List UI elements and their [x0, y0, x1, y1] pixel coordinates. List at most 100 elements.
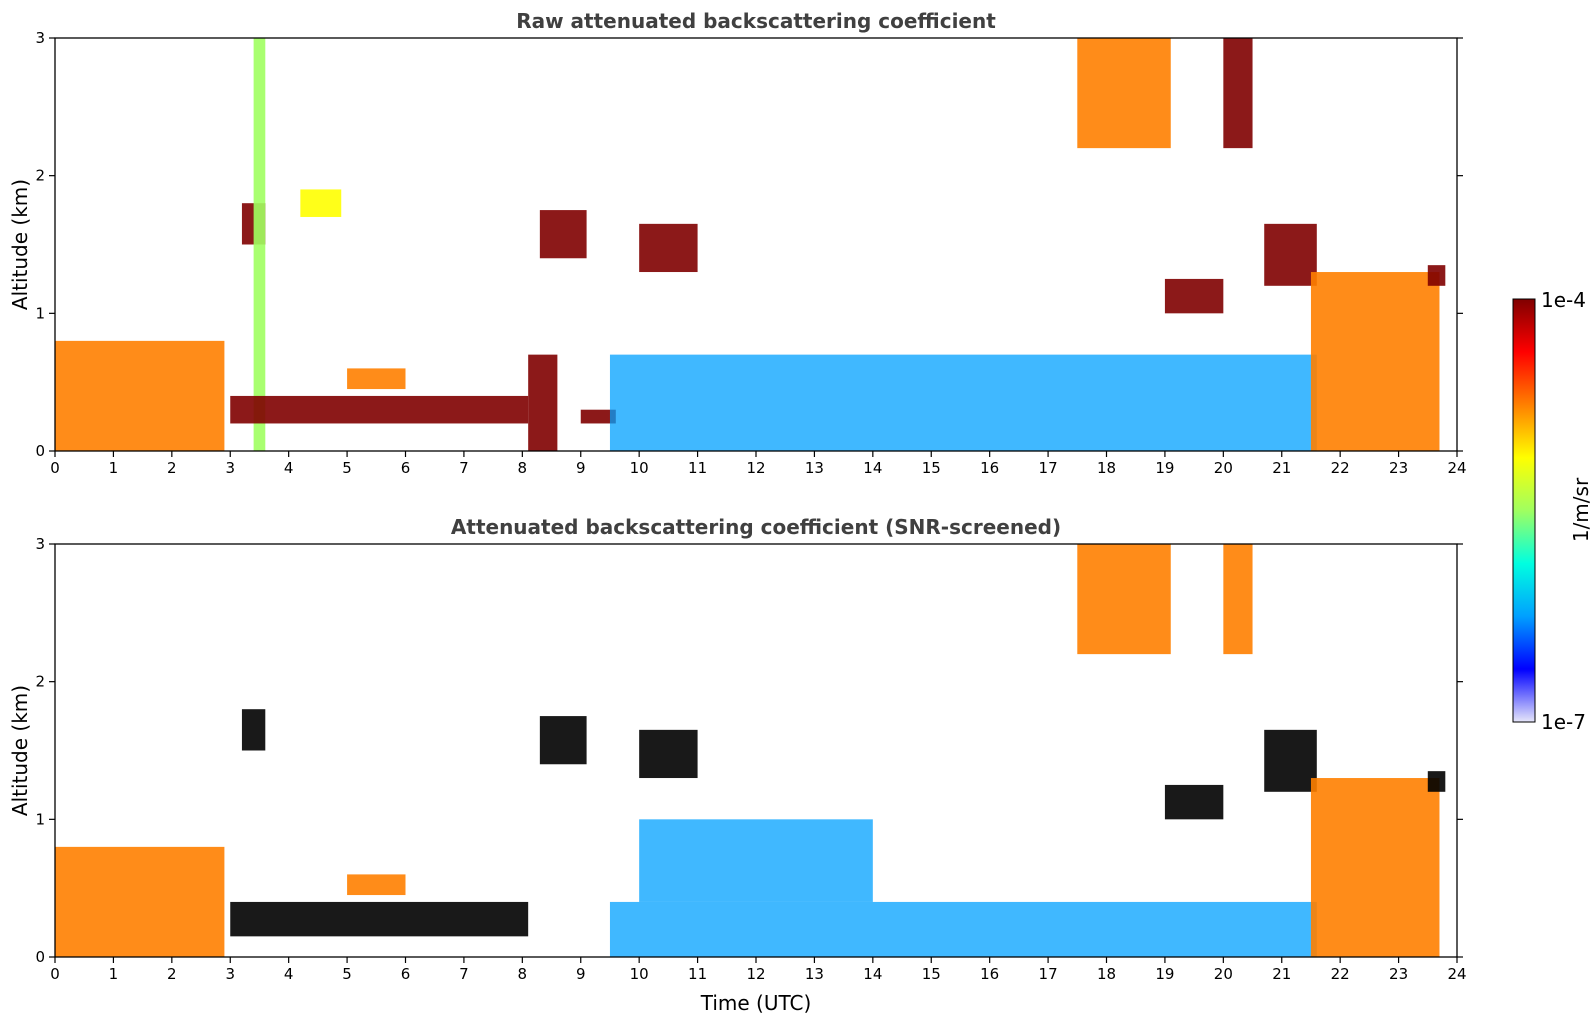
x-tick-label: 3	[225, 965, 235, 983]
heat-feature-0-2	[253, 38, 266, 451]
x-tick-label: 19	[1155, 459, 1174, 477]
y-tick-label: 0	[35, 442, 45, 460]
heat-feature-0-6	[528, 354, 558, 451]
heat-feature-1-8	[1077, 544, 1171, 655]
heat-feature-1-3	[347, 874, 406, 896]
heat-feature-0-0	[55, 340, 225, 451]
x-tick-label: 15	[922, 459, 941, 477]
x-tick-label: 24	[1447, 965, 1466, 983]
heat-feature-0-15	[1310, 272, 1440, 451]
x-tick-label: 9	[576, 965, 586, 983]
heat-feature-1-10	[1164, 784, 1224, 820]
x-tick-label: 10	[630, 965, 649, 983]
x-tick-label: 20	[1214, 459, 1233, 477]
heat-feature-0-10	[609, 354, 1317, 451]
x-tick-label: 1	[109, 965, 119, 983]
x-tick-label: 2	[167, 459, 177, 477]
heat-feature-1-5	[639, 729, 698, 779]
x-tick-label: 2	[167, 965, 177, 983]
colorbar-units-label: 1/m/sr	[1569, 477, 1593, 542]
x-tick-label: 15	[922, 965, 941, 983]
x-tick-label: 5	[342, 965, 352, 983]
panel-screened: Attenuated backscattering coefficient (S…	[8, 515, 1467, 1015]
heat-feature-0-13	[1164, 278, 1224, 314]
colorbar-min-label: 1e-7	[1541, 710, 1586, 734]
heat-feature-1-7	[639, 819, 873, 902]
heatmap-raw	[55, 38, 1446, 451]
x-tick-label: 24	[1447, 459, 1466, 477]
heat-feature-1-11	[1264, 729, 1317, 792]
x-tick-label: 18	[1097, 459, 1116, 477]
heat-feature-0-9	[639, 223, 698, 273]
x-tick-label: 13	[805, 965, 824, 983]
x-ticks-screened: 0 1 2 3 4 5 6 7 8 9 10 11 12 13 14 15 16 17 18 19 20 21 22 23 24	[50, 957, 1467, 983]
x-tick-label: 0	[50, 965, 60, 983]
y-tick-label: 2	[35, 673, 45, 691]
x-tick-label: 22	[1331, 965, 1350, 983]
colorbar-gradient	[1512, 298, 1536, 723]
colorbar-max-label: 1e-4	[1541, 288, 1586, 312]
x-tick-label: 18	[1097, 965, 1116, 983]
x-tick-label: 8	[518, 965, 528, 983]
y-tick-label: 1	[35, 304, 45, 322]
x-tick-label: 13	[805, 459, 824, 477]
x-tick-label: 11	[688, 965, 707, 983]
heat-feature-0-11	[1077, 38, 1171, 149]
heat-feature-0-8	[580, 409, 616, 424]
heat-feature-1-4	[539, 716, 587, 765]
x-tick-label: 5	[342, 459, 352, 477]
heat-feature-0-12	[1223, 38, 1253, 149]
heat-feature-0-16	[1427, 265, 1446, 286]
heat-feature-1-2	[230, 901, 529, 937]
x-tick-label: 20	[1214, 965, 1233, 983]
x-tick-label: 0	[50, 459, 60, 477]
y-axis-label-screened: Altitude (km)	[8, 685, 32, 816]
x-tick-label: 14	[863, 459, 882, 477]
x-tick-label: 23	[1389, 965, 1408, 983]
heat-feature-0-14	[1264, 223, 1317, 286]
x-tick-label: 16	[980, 459, 999, 477]
x-tick-label: 12	[746, 459, 765, 477]
x-tick-label: 1	[109, 459, 119, 477]
heat-feature-1-12	[1310, 778, 1440, 957]
x-tick-label: 10	[630, 459, 649, 477]
y-axis-label-raw: Altitude (km)	[8, 179, 32, 310]
heat-feature-1-0	[55, 846, 225, 957]
y-ticks-raw: 0 1 2 3	[35, 29, 1463, 460]
y-tick-label: 3	[35, 29, 45, 47]
x-tick-label: 11	[688, 459, 707, 477]
y-tick-label: 2	[35, 167, 45, 185]
x-tick-label: 4	[284, 965, 294, 983]
x-tick-label: 17	[1039, 459, 1058, 477]
x-tick-label: 3	[225, 459, 235, 477]
x-tick-label: 4	[284, 459, 294, 477]
x-tick-label: 14	[863, 965, 882, 983]
x-tick-label: 22	[1331, 459, 1350, 477]
y-tick-label: 0	[35, 948, 45, 966]
heat-feature-0-4	[230, 395, 529, 424]
y-tick-label: 1	[35, 810, 45, 828]
x-tick-label: 23	[1389, 459, 1408, 477]
heat-feature-1-6	[609, 901, 1317, 957]
heat-feature-1-13	[1427, 771, 1446, 792]
x-tick-label: 19	[1155, 965, 1174, 983]
colorbar: 1e-4 1e-7 1/m/sr	[1512, 288, 1593, 734]
heat-feature-1-9	[1223, 544, 1253, 655]
y-tick-label: 3	[35, 535, 45, 553]
x-axis-label: Time (UTC)	[700, 991, 812, 1015]
x-tick-label: 17	[1039, 965, 1058, 983]
x-tick-label: 21	[1272, 459, 1291, 477]
x-tick-label: 21	[1272, 965, 1291, 983]
x-tick-label: 6	[401, 459, 411, 477]
y-ticks-screened: 0 1 2 3	[35, 535, 1463, 966]
x-tick-label: 12	[746, 965, 765, 983]
heatmap-screened	[55, 544, 1446, 957]
heat-feature-0-7	[539, 210, 587, 259]
x-tick-label: 8	[518, 459, 528, 477]
heat-feature-1-1	[241, 709, 266, 751]
heat-feature-0-5	[347, 368, 406, 390]
x-tick-label: 7	[459, 965, 469, 983]
x-tick-label: 6	[401, 965, 411, 983]
panel-title-raw: Raw attenuated backscattering coefficien…	[516, 9, 996, 33]
